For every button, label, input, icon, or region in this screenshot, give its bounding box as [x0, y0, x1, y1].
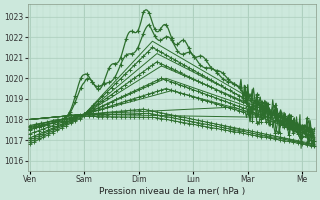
X-axis label: Pression niveau de la mer( hPa ): Pression niveau de la mer( hPa )	[99, 187, 245, 196]
